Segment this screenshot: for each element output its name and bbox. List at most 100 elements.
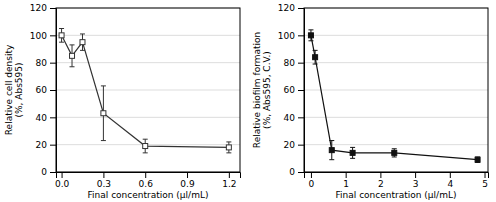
tick-label: 3 <box>413 179 419 189</box>
x-axis-title: Final concentration (μl/mL) <box>88 190 209 200</box>
tick-mark <box>298 63 304 64</box>
marker <box>350 150 355 155</box>
tick-mark <box>311 172 312 178</box>
error-bar <box>70 45 75 67</box>
x-axis-title: Final concentration (μl/mL) <box>336 190 457 200</box>
tick-mark <box>298 35 304 36</box>
tick-mark <box>50 145 56 146</box>
tick-label: 100 <box>30 31 47 41</box>
grid-line <box>304 117 488 118</box>
tick-mark <box>298 8 304 9</box>
tick: 60 <box>36 85 56 95</box>
tick-mark <box>145 172 146 178</box>
tick-mark <box>485 172 486 178</box>
y-axis: 0 20 40 60 80 100 120 <box>30 3 57 177</box>
x-axis: 0.0 0.3 0.6 0.9 1.2 <box>55 172 241 189</box>
figure: 0.00.30.60.91.2020406080100120Final conc… <box>0 0 496 202</box>
error-bar <box>350 147 355 158</box>
axis-line <box>57 173 241 179</box>
tick-label: 20 <box>36 140 48 150</box>
grid-line <box>304 35 488 36</box>
error-bar <box>308 30 313 41</box>
tick-label: 20 <box>284 140 296 150</box>
tick-label: 5 <box>482 179 488 189</box>
y-axis-title-line: (%, Abs595, C.V.) <box>262 51 272 129</box>
tick-label: 40 <box>36 113 48 123</box>
tick-mark <box>50 8 56 9</box>
y-axis-title: Relative biofilm formation(%, Abs595, C.… <box>252 32 272 148</box>
grid-line <box>56 62 240 63</box>
axis-line <box>305 173 489 179</box>
tick: 4 <box>447 172 453 189</box>
tick: 0.6 <box>139 172 154 189</box>
tick: 100 <box>278 31 304 41</box>
marker <box>313 55 318 60</box>
y-axis: 0 20 40 60 80 100 120 <box>278 3 305 177</box>
tick-label: 0 <box>41 167 47 177</box>
plot-area <box>308 30 480 163</box>
marker <box>475 157 480 162</box>
tick: 40 <box>284 113 304 123</box>
tick: 3 <box>413 172 419 189</box>
grid-line <box>304 62 488 63</box>
tick-mark <box>62 172 63 178</box>
error-bar <box>313 50 318 64</box>
line <box>311 35 478 159</box>
error-bar <box>475 157 480 162</box>
x-axis: 0 1 2 3 4 5 <box>305 172 489 189</box>
axis-line <box>50 9 57 173</box>
tick: 20 <box>36 140 56 150</box>
tick-label: 4 <box>447 179 453 189</box>
tick-label: 80 <box>36 58 48 68</box>
panel: 0 1 2 3 4 5 0 20 40 60 80 100 120 Final concentration… <box>252 3 489 200</box>
axis-line <box>298 9 305 173</box>
marker <box>392 150 397 155</box>
plot-frame <box>56 8 240 172</box>
tick-label: 40 <box>284 113 296 123</box>
tick-mark <box>298 145 304 146</box>
tick: 1 <box>343 172 349 189</box>
tick: 60 <box>284 85 304 95</box>
error-bar <box>226 142 231 153</box>
marker <box>80 40 85 45</box>
tick: 0.9 <box>180 172 195 189</box>
plot-area <box>59 29 231 153</box>
tick-mark <box>103 172 104 178</box>
tick-label: 1 <box>343 179 349 189</box>
tick-mark <box>187 172 188 178</box>
error-bar <box>59 29 64 43</box>
tick-label: 0.0 <box>55 179 70 189</box>
tick: 0.3 <box>97 172 111 189</box>
tick-label: 0 <box>309 179 315 189</box>
tick: 0 <box>289 167 304 177</box>
grid <box>304 8 488 172</box>
error-bar <box>101 86 106 141</box>
tick: 80 <box>284 58 304 68</box>
tick: 1.2 <box>222 172 236 189</box>
grid-line <box>56 35 240 36</box>
marker <box>308 33 313 38</box>
tick: 0 <box>41 167 56 177</box>
tick-label: 80 <box>284 58 296 68</box>
tick: 2 <box>378 172 384 189</box>
y-axis-title-line: (%, Abs595) <box>14 62 24 117</box>
tick-label: 120 <box>278 3 295 13</box>
tick-mark <box>50 172 56 173</box>
marker <box>143 144 148 149</box>
tick: 5 <box>482 172 488 189</box>
error-bar <box>392 149 397 157</box>
error-bar <box>329 141 334 160</box>
tick-label: 1.2 <box>222 179 236 189</box>
marker <box>59 33 64 38</box>
line <box>62 35 229 147</box>
tick: 40 <box>36 113 56 123</box>
marker <box>226 145 231 150</box>
tick-mark <box>229 172 230 178</box>
tick-mark <box>298 90 304 91</box>
tick-mark <box>380 172 381 178</box>
tick-mark <box>415 172 416 178</box>
tick: 0 <box>309 172 315 189</box>
tick-label: 120 <box>30 3 47 13</box>
plot-frame <box>304 8 488 172</box>
tick-label: 0.6 <box>139 179 154 189</box>
